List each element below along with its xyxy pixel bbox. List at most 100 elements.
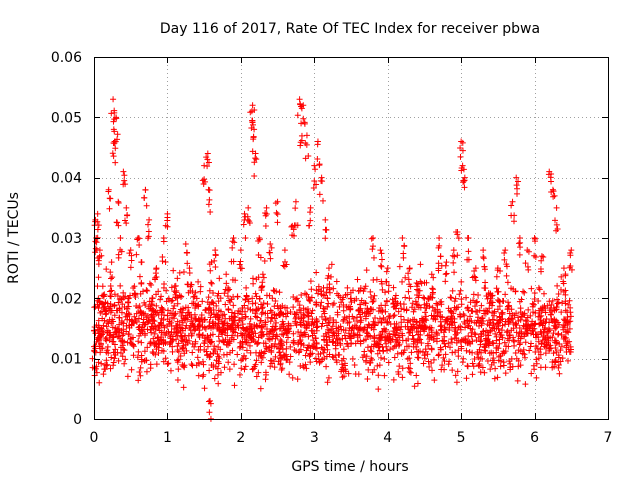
- data-point: [115, 299, 122, 306]
- data-point: [422, 324, 429, 331]
- chart-title: Day 116 of 2017, Rate Of TEC Index for r…: [160, 21, 540, 37]
- data-point: [528, 370, 535, 377]
- data-point: [296, 348, 303, 355]
- data-point: [178, 293, 185, 300]
- data-point: [104, 300, 111, 307]
- data-point: [364, 344, 371, 351]
- data-point: [264, 314, 271, 321]
- data-point: [502, 247, 509, 254]
- data-point: [480, 253, 487, 260]
- data-point: [204, 163, 211, 170]
- data-point: [401, 243, 408, 250]
- data-point: [455, 353, 462, 360]
- data-point: [420, 360, 427, 367]
- data-point: [465, 307, 472, 314]
- data-point: [409, 300, 416, 307]
- data-point: [409, 332, 416, 339]
- data-point: [260, 274, 267, 281]
- data-point: [111, 303, 118, 310]
- data-point: [160, 358, 167, 365]
- grid: [94, 57, 608, 419]
- data-point: [524, 330, 531, 337]
- data-point: [136, 303, 143, 310]
- data-point: [178, 313, 185, 320]
- data-point: [130, 343, 137, 350]
- data-point: [404, 355, 411, 362]
- data-point: [430, 356, 437, 363]
- data-point: [345, 330, 352, 337]
- data-point: [429, 304, 436, 311]
- data-point: [101, 305, 108, 312]
- data-point: [503, 272, 510, 279]
- data-point: [212, 321, 219, 328]
- data-point: [206, 398, 213, 405]
- data-point: [496, 313, 503, 320]
- data-point: [116, 314, 123, 321]
- data-point: [398, 323, 405, 330]
- data-point: [474, 350, 481, 357]
- data-point: [416, 335, 423, 342]
- data-point: [387, 335, 394, 342]
- data-point: [525, 248, 532, 255]
- data-point: [291, 346, 298, 353]
- data-point: [543, 341, 550, 348]
- data-point: [170, 315, 177, 322]
- data-point: [487, 366, 494, 373]
- data-point: [137, 372, 144, 379]
- data-point: [325, 329, 332, 336]
- data-point: [296, 306, 303, 313]
- data-point: [230, 258, 237, 265]
- data-point: [399, 330, 406, 337]
- data-point: [381, 372, 388, 379]
- data-point: [532, 331, 539, 338]
- data-point: [162, 355, 169, 362]
- data-point: [447, 294, 454, 301]
- data-point: [219, 331, 226, 338]
- data-point: [205, 294, 212, 301]
- data-point: [306, 353, 313, 360]
- data-point: [160, 238, 167, 245]
- data-point: [307, 278, 314, 285]
- data-point: [147, 361, 154, 368]
- data-point: [499, 297, 506, 304]
- data-point: [302, 361, 309, 368]
- data-point: [262, 319, 269, 326]
- data-point: [95, 359, 102, 366]
- data-point: [528, 340, 535, 347]
- data-point: [548, 301, 555, 308]
- data-point: [369, 246, 376, 253]
- data-point: [109, 324, 116, 331]
- data-point: [115, 199, 122, 206]
- data-point: [370, 235, 377, 241]
- data-point: [362, 300, 369, 307]
- data-point: [278, 366, 285, 373]
- data-point: [322, 216, 329, 223]
- data-point: [517, 316, 524, 323]
- data-point: [449, 252, 456, 259]
- data-point: [338, 326, 345, 333]
- data-point: [497, 352, 504, 359]
- data-point: [108, 110, 115, 117]
- data-point: [102, 336, 109, 343]
- data-point: [531, 296, 538, 303]
- data-point: [249, 117, 256, 124]
- data-point: [170, 267, 177, 274]
- data-point: [173, 336, 180, 343]
- data-point: [416, 319, 423, 326]
- data-point: [372, 314, 379, 321]
- data-point: [242, 234, 249, 241]
- data-point: [134, 354, 141, 361]
- data-point: [473, 299, 480, 306]
- data-point: [94, 226, 101, 233]
- data-point: [532, 235, 539, 242]
- data-point: [206, 367, 213, 374]
- data-point: [206, 353, 213, 360]
- data-point: [136, 368, 143, 375]
- data-point: [508, 327, 515, 334]
- data-point: [429, 367, 436, 374]
- data-point: [453, 379, 460, 386]
- data-point: [99, 292, 106, 299]
- data-point: [333, 357, 340, 364]
- data-point: [217, 346, 224, 353]
- data-point: [298, 105, 305, 112]
